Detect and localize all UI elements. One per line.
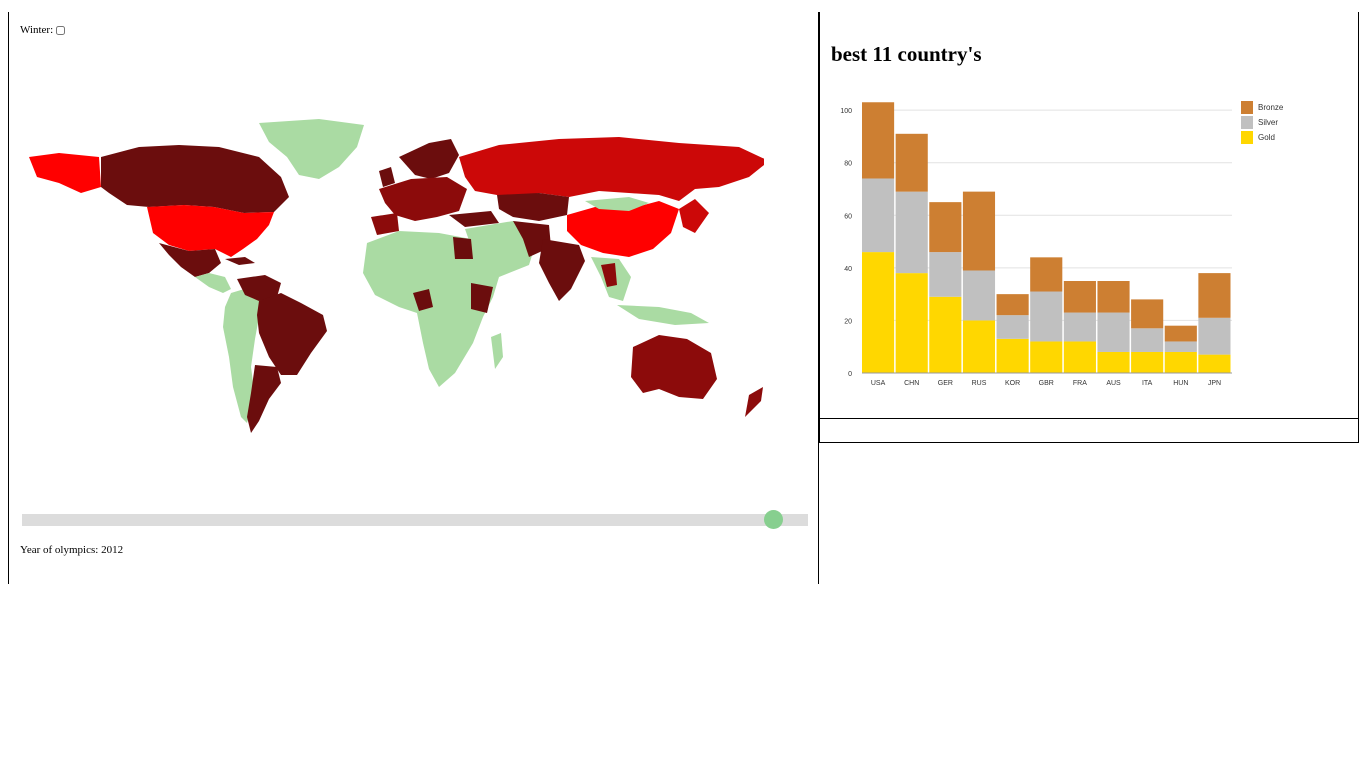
country-india[interactable] bbox=[539, 239, 585, 301]
bar-bronze-chn[interactable] bbox=[895, 133, 928, 192]
bar-silver-jpn[interactable] bbox=[1198, 317, 1231, 355]
medal-bar-chart: 0 20 40 60 80 100 USA CHN GER RUS KOR GBR FRA AUS ITA H… bbox=[840, 101, 1284, 387]
x-tick-label: KOR bbox=[1005, 380, 1020, 387]
country-south-america-west[interactable] bbox=[223, 287, 265, 423]
bar-bronze-hun[interactable] bbox=[1164, 325, 1197, 342]
bar-silver-ger[interactable] bbox=[929, 252, 962, 297]
x-tick-label: FRA bbox=[1073, 380, 1087, 387]
country-brazil[interactable] bbox=[257, 293, 327, 375]
country-egypt[interactable] bbox=[453, 237, 473, 259]
country-venezuela-colombia[interactable] bbox=[237, 275, 281, 301]
country-russia[interactable] bbox=[459, 137, 764, 201]
bar-gold-aus[interactable] bbox=[1097, 351, 1130, 373]
country-indonesia[interactable] bbox=[617, 305, 709, 325]
bar-silver-rus[interactable] bbox=[962, 270, 996, 321]
bar-silver-kor[interactable] bbox=[996, 315, 1029, 339]
bar-silver-ita[interactable] bbox=[1131, 328, 1164, 352]
country-madagascar[interactable] bbox=[491, 333, 503, 369]
x-tick-label: AUS bbox=[1106, 380, 1121, 387]
bar-gold-ita[interactable] bbox=[1131, 351, 1164, 373]
bar-gold-ger[interactable] bbox=[929, 296, 962, 373]
x-tick-label: JPN bbox=[1208, 380, 1221, 387]
bar-bronze-usa[interactable] bbox=[862, 102, 895, 179]
legend-swatch-silver bbox=[1241, 116, 1253, 129]
bar-gold-chn[interactable] bbox=[895, 273, 928, 373]
legend-swatch-gold bbox=[1241, 131, 1253, 144]
x-tick-label: ITA bbox=[1142, 380, 1153, 387]
bar-silver-gbr[interactable] bbox=[1030, 291, 1063, 342]
legend-label-bronze: Bronze bbox=[1258, 103, 1284, 112]
bar-bronze-jpn[interactable] bbox=[1198, 273, 1231, 318]
country-europe-north[interactable] bbox=[399, 139, 459, 179]
country-thailand[interactable] bbox=[601, 263, 617, 287]
year-slider-track[interactable] bbox=[22, 514, 808, 526]
bar-gold-jpn[interactable] bbox=[1198, 354, 1231, 373]
country-cuba[interactable] bbox=[225, 257, 255, 265]
country-nigeria[interactable] bbox=[413, 289, 433, 311]
x-tick-label: GER bbox=[938, 380, 953, 387]
y-tick-label: 100 bbox=[840, 108, 852, 115]
country-central-america[interactable] bbox=[195, 273, 231, 293]
bar-bronze-ita[interactable] bbox=[1131, 299, 1164, 329]
y-tick-label: 60 bbox=[844, 213, 852, 220]
country-mongolia[interactable] bbox=[585, 197, 649, 211]
bar-bronze-rus[interactable] bbox=[962, 191, 996, 271]
bar-silver-aus[interactable] bbox=[1097, 312, 1130, 352]
x-tick-label: USA bbox=[871, 380, 886, 387]
bar-silver-usa[interactable] bbox=[862, 178, 895, 253]
bar-gold-usa[interactable] bbox=[862, 252, 895, 373]
country-iberia[interactable] bbox=[371, 213, 399, 235]
country-new-zealand[interactable] bbox=[745, 387, 763, 417]
winter-label: Winter: bbox=[20, 24, 54, 36]
country-canada[interactable] bbox=[101, 145, 289, 213]
bar-gold-kor[interactable] bbox=[996, 338, 1029, 373]
y-tick-label: 80 bbox=[844, 161, 852, 168]
bar-bronze-aus[interactable] bbox=[1097, 281, 1130, 313]
y-tick-label: 40 bbox=[844, 266, 852, 273]
map-panel: Winter: bbox=[8, 12, 819, 584]
chart-panel: best 11 country's 0 20 40 60 80 100 USA CHN GER R… bbox=[819, 12, 1359, 419]
bar-silver-chn[interactable] bbox=[895, 191, 928, 274]
x-tick-label: GBR bbox=[1039, 380, 1054, 387]
country-argentina[interactable] bbox=[247, 365, 281, 433]
bar-gold-rus[interactable] bbox=[962, 320, 996, 373]
country-uk[interactable] bbox=[379, 167, 395, 187]
x-tick-label: CHN bbox=[904, 380, 919, 387]
legend-label-silver: Silver bbox=[1258, 118, 1278, 127]
legend-swatch-bronze bbox=[1241, 101, 1253, 114]
year-label: Year of olympics: 2012 bbox=[20, 544, 124, 556]
year-slider-thumb[interactable] bbox=[764, 510, 783, 529]
winter-toggle: Winter: bbox=[20, 24, 66, 36]
bar-silver-hun[interactable] bbox=[1164, 341, 1197, 352]
winter-checkbox[interactable] bbox=[56, 25, 66, 35]
country-alaska[interactable] bbox=[29, 153, 101, 193]
bar-silver-fra[interactable] bbox=[1063, 312, 1096, 342]
bar-bronze-kor[interactable] bbox=[996, 294, 1029, 316]
legend-label-gold: Gold bbox=[1258, 133, 1275, 142]
x-tick-label: HUN bbox=[1173, 380, 1188, 387]
x-tick-label: RUS bbox=[972, 380, 987, 387]
country-africa[interactable] bbox=[363, 231, 499, 387]
bar-gold-hun[interactable] bbox=[1164, 351, 1197, 373]
chart-footer-box bbox=[819, 418, 1359, 443]
country-australia[interactable] bbox=[631, 335, 717, 399]
country-turkey[interactable] bbox=[449, 211, 499, 227]
country-greenland[interactable] bbox=[259, 119, 364, 179]
bar-bronze-gbr[interactable] bbox=[1030, 257, 1063, 292]
country-korea-japan[interactable] bbox=[679, 199, 709, 233]
bar-gold-gbr[interactable] bbox=[1030, 341, 1063, 373]
country-mexico[interactable] bbox=[159, 243, 221, 277]
bar-bronze-ger[interactable] bbox=[929, 202, 962, 253]
chart-title: best 11 country's bbox=[831, 42, 982, 66]
y-tick-label: 20 bbox=[844, 318, 852, 325]
country-usa[interactable] bbox=[147, 205, 274, 257]
bar-bronze-fra[interactable] bbox=[1063, 281, 1096, 313]
bar-gold-fra[interactable] bbox=[1063, 341, 1096, 373]
country-kazakhstan[interactable] bbox=[497, 193, 569, 221]
country-china[interactable] bbox=[567, 201, 679, 257]
y-tick-label: 0 bbox=[848, 371, 852, 378]
world-map[interactable] bbox=[19, 117, 764, 437]
country-europe-central[interactable] bbox=[379, 177, 467, 221]
country-kenya-ethiopia[interactable] bbox=[471, 283, 493, 313]
